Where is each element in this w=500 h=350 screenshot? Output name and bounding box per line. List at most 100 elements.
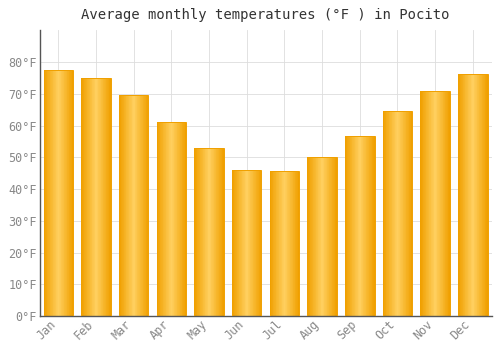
Bar [275, 171, 276, 316]
Bar [240, 170, 241, 316]
Bar [408, 111, 409, 316]
Bar [449, 91, 450, 316]
Bar [371, 136, 372, 316]
Bar [217, 148, 218, 316]
Bar [348, 136, 349, 316]
Bar [431, 91, 432, 316]
Bar [63, 70, 64, 316]
Bar [392, 111, 393, 316]
Bar [289, 171, 290, 316]
Bar [254, 170, 255, 316]
Bar [178, 122, 179, 316]
Bar [478, 74, 480, 316]
Bar [86, 78, 88, 316]
Bar [323, 157, 324, 316]
Bar [45, 70, 46, 316]
Bar [62, 70, 63, 316]
Bar [434, 91, 435, 316]
Bar [360, 136, 362, 316]
Bar [49, 70, 50, 316]
Bar [199, 148, 200, 316]
Bar [474, 74, 475, 316]
Bar [261, 170, 262, 316]
Bar [93, 78, 94, 316]
Bar [65, 70, 66, 316]
Bar [120, 94, 122, 316]
Bar [236, 170, 238, 316]
Bar [442, 91, 443, 316]
Bar [106, 78, 107, 316]
Bar [167, 122, 168, 316]
Bar [250, 170, 251, 316]
Bar [97, 78, 98, 316]
Bar [132, 94, 133, 316]
Bar [280, 171, 281, 316]
Bar [88, 78, 89, 316]
Bar [322, 157, 323, 316]
Bar [147, 94, 148, 316]
Bar [200, 148, 201, 316]
Bar [461, 74, 462, 316]
Bar [157, 122, 186, 316]
Bar [470, 74, 472, 316]
Bar [372, 136, 373, 316]
Bar [68, 70, 70, 316]
Bar [430, 91, 431, 316]
Bar [446, 91, 447, 316]
Bar [213, 148, 214, 316]
Bar [458, 74, 459, 316]
Bar [472, 74, 473, 316]
Bar [366, 136, 367, 316]
Bar [238, 170, 240, 316]
Bar [349, 136, 350, 316]
Bar [232, 170, 233, 316]
Bar [145, 94, 146, 316]
Bar [325, 157, 326, 316]
Bar [164, 122, 165, 316]
Bar [255, 170, 256, 316]
Bar [272, 171, 274, 316]
Bar [399, 111, 400, 316]
Bar [443, 91, 444, 316]
Bar [146, 94, 147, 316]
Bar [260, 170, 261, 316]
Bar [258, 170, 260, 316]
Bar [60, 70, 62, 316]
Bar [331, 157, 332, 316]
Bar [57, 70, 58, 316]
Bar [373, 136, 374, 316]
Bar [55, 70, 56, 316]
Bar [220, 148, 221, 316]
Bar [324, 157, 325, 316]
Bar [364, 136, 365, 316]
Bar [130, 94, 131, 316]
Bar [475, 74, 476, 316]
Bar [420, 91, 450, 316]
Bar [256, 170, 257, 316]
Bar [160, 122, 161, 316]
Bar [448, 91, 449, 316]
Bar [244, 170, 246, 316]
Bar [396, 111, 397, 316]
Bar [428, 91, 430, 316]
Bar [421, 91, 422, 316]
Bar [54, 70, 55, 316]
Bar [394, 111, 396, 316]
Bar [386, 111, 387, 316]
Bar [432, 91, 433, 316]
Bar [473, 74, 474, 316]
Bar [400, 111, 401, 316]
Bar [296, 171, 297, 316]
Bar [310, 157, 311, 316]
Bar [98, 78, 99, 316]
Bar [284, 171, 285, 316]
Bar [182, 122, 183, 316]
Bar [90, 78, 91, 316]
Bar [426, 91, 427, 316]
Bar [295, 171, 296, 316]
Bar [48, 70, 49, 316]
Bar [94, 78, 96, 316]
Bar [248, 170, 249, 316]
Bar [232, 170, 262, 316]
Bar [176, 122, 178, 316]
